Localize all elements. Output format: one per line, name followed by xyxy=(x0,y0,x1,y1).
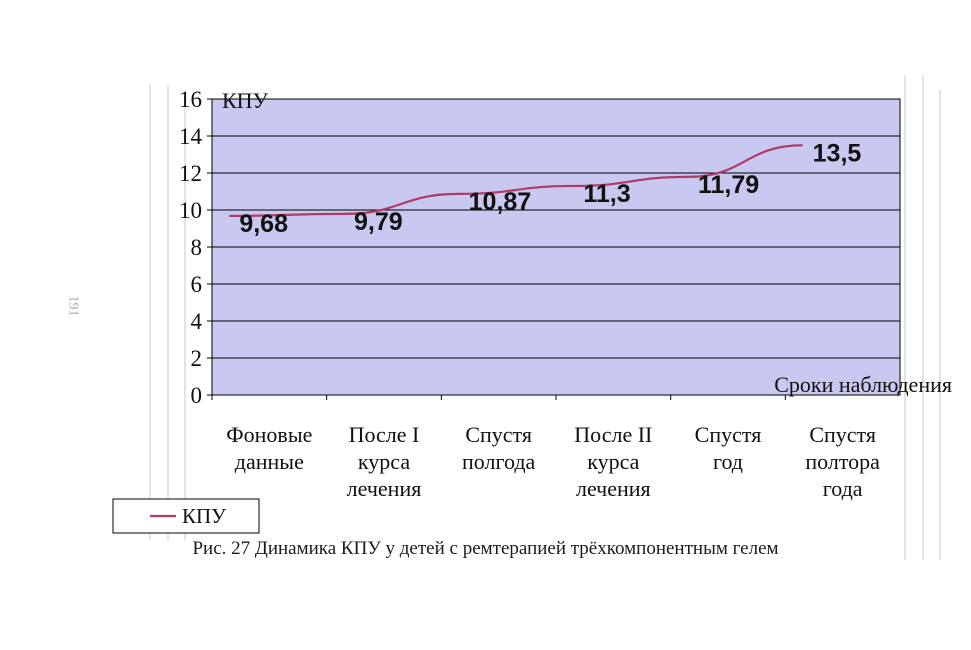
x-category-label: полтора xyxy=(805,449,880,474)
x-category-label: год xyxy=(713,449,743,474)
data-label: 10,87 xyxy=(469,188,532,216)
x-category-label: полгода xyxy=(462,449,535,474)
x-category-label: После I xyxy=(349,422,420,447)
figure-caption: Рис. 27 Динамика КПУ у детей с ремтерапи… xyxy=(192,538,779,559)
legend: КПУ xyxy=(112,498,260,534)
gridlines xyxy=(212,135,900,359)
y-tick-label: 10 xyxy=(179,198,202,223)
x-category-label: Спустя xyxy=(695,422,762,447)
y-axis-label: КПУ xyxy=(222,88,269,113)
y-tick-label: 16 xyxy=(179,87,202,112)
y-tick-label: 6 xyxy=(191,272,203,297)
data-label: 9,68 xyxy=(239,210,288,238)
x-axis-label: Сроки наблюдения xyxy=(774,372,952,397)
legend-entry-kpu: КПУ xyxy=(182,504,226,528)
y-axis-ticks: 0 2 4 6 8 10 12 14 16 xyxy=(179,87,212,408)
data-labels: 9,68 9,79 10,87 11,3 11,79 13,5 xyxy=(229,139,861,238)
y-tick-label: 4 xyxy=(191,309,203,334)
y-tick-label: 14 xyxy=(179,124,203,149)
data-label: 13,5 xyxy=(813,139,862,167)
y-tick-label: 12 xyxy=(179,161,202,186)
y-tick-label: 2 xyxy=(191,346,203,371)
legend-box xyxy=(112,498,260,534)
x-category-label: После II xyxy=(574,422,652,447)
x-category-label: данные xyxy=(235,449,304,474)
x-category-label: года xyxy=(823,476,863,501)
data-label: 9,79 xyxy=(354,208,403,236)
x-category-label: лечения xyxy=(576,476,651,501)
y-tick-label: 8 xyxy=(191,235,203,260)
y-tick-label: 0 xyxy=(191,383,203,408)
data-label: 11,79 xyxy=(698,171,759,199)
x-category-label: Спустя xyxy=(809,422,876,447)
x-category-label: лечения xyxy=(347,476,422,501)
x-category-label: Спустя xyxy=(465,422,532,447)
series-line-kpu xyxy=(229,144,803,218)
x-category-label: курса xyxy=(587,449,639,474)
x-category-label: Фоновые xyxy=(226,422,312,447)
data-label: 11,3 xyxy=(583,180,630,208)
x-category-label: курса xyxy=(358,449,410,474)
